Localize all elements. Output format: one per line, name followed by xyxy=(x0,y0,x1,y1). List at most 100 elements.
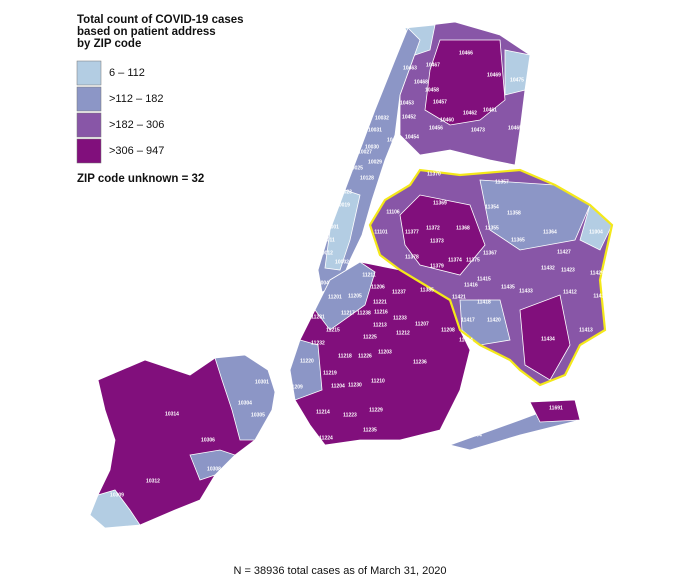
zip-labels: 10466 10467 10463 10469 10468 10458 10475 10453… xyxy=(110,50,607,498)
zip-label: 11238 xyxy=(357,310,371,316)
zip-label: 10452 xyxy=(402,114,416,120)
zip-label: 10308 xyxy=(207,466,221,472)
zip-label: 11223 xyxy=(343,412,357,418)
footnote: N = 38936 total cases as of March 31, 20… xyxy=(233,565,446,577)
zip-label: 10469 xyxy=(487,72,501,78)
zip-label: 11375 xyxy=(466,257,480,263)
zip-label: 11211 xyxy=(362,272,376,278)
zip-label: 10301 xyxy=(255,379,269,385)
bronx-core xyxy=(424,39,506,126)
zip-label: 10029 xyxy=(368,159,382,165)
rockaway-east xyxy=(529,399,581,423)
zip-label: 11379 xyxy=(430,263,444,269)
zip-label: 11418 xyxy=(477,299,491,305)
zip-label: 11417 xyxy=(461,317,475,323)
zip-label: 10019 xyxy=(336,202,350,208)
zip-label: 11221 xyxy=(373,299,387,305)
legend-label: >182 – 306 xyxy=(109,119,164,131)
zip-label: 11429 xyxy=(590,270,604,276)
zip-label: 10304 xyxy=(238,400,252,406)
zip-label: 11231 xyxy=(311,314,325,320)
zip-label: 11369 xyxy=(433,200,447,206)
legend-label: >306 – 947 xyxy=(109,145,164,157)
zip-label: 11214 xyxy=(316,409,330,415)
zip-label: 10305 xyxy=(251,412,265,418)
zip-label: 11357 xyxy=(495,179,509,185)
zip-label: 11413 xyxy=(579,327,593,333)
zip-label: 11372 xyxy=(426,225,440,231)
zip-label: 11216 xyxy=(374,309,388,315)
zip-label: 10457 xyxy=(433,99,447,105)
si-north xyxy=(214,354,276,441)
zip-label: 11432 xyxy=(541,265,555,271)
queens-outline xyxy=(368,168,614,387)
si-south xyxy=(89,489,141,529)
zip-label: 11415 xyxy=(477,276,491,282)
zip-label: 10004 xyxy=(315,280,329,286)
legend-swatch xyxy=(76,138,102,164)
zip-label: 11207 xyxy=(415,321,429,327)
zip-label: 11229 xyxy=(369,407,383,413)
zip-label: 11208 xyxy=(441,327,455,333)
zip-label: 11367 xyxy=(483,250,497,256)
zip-label: 11416 xyxy=(464,282,478,288)
zip-label: 11106 xyxy=(386,209,400,215)
legend-title: Total count of COVID-19 cases xyxy=(77,14,244,26)
zip-label: 11364 xyxy=(543,229,557,235)
boroughs xyxy=(89,21,614,529)
zip-label: 10025 xyxy=(349,165,363,171)
zip-label: 10468 xyxy=(414,79,428,85)
zip-label: 10002 xyxy=(335,259,349,265)
zip-label: 11385 xyxy=(420,287,434,293)
legend-swatch xyxy=(76,112,102,138)
zip-label: 11224 xyxy=(319,435,333,441)
zip-label: 11414 xyxy=(459,337,473,343)
zip-label: 10460 xyxy=(440,117,454,123)
zip-label: 11233 xyxy=(393,315,407,321)
queens-se xyxy=(519,294,571,381)
zip-label: 11220 xyxy=(300,358,314,364)
zip-label: 10031 xyxy=(368,127,382,133)
zip-label: 10467 xyxy=(426,62,440,68)
zip-label: 11206 xyxy=(371,284,385,290)
legend-label: 6 – 112 xyxy=(109,67,145,79)
zip-label: 10012 xyxy=(319,250,333,256)
zip-label: 10001 xyxy=(325,224,339,230)
zip-label: 11209 xyxy=(289,384,303,390)
legend-unknown: ZIP code unknown = 32 xyxy=(77,173,204,185)
zip-label: 11423 xyxy=(561,267,575,273)
zip-label: 11355 xyxy=(485,225,499,231)
legend-swatch xyxy=(76,60,102,86)
zip-label: 10011 xyxy=(321,237,335,243)
zip-label: 10454 xyxy=(405,134,419,140)
zip-label: 10306 xyxy=(201,437,215,443)
zip-label: 11354 xyxy=(485,204,499,210)
zip-label: 11225 xyxy=(363,334,377,340)
queens-core xyxy=(399,194,486,276)
zip-label: 11237 xyxy=(392,289,406,295)
zip-label: 11218 xyxy=(338,353,352,359)
zip-label: 10463 xyxy=(403,65,417,71)
zip-label: 11691 xyxy=(549,405,563,411)
zip-label: 11378 xyxy=(405,254,419,260)
zip-label: 11215 xyxy=(326,327,340,333)
zip-label: 11374 xyxy=(448,257,462,263)
zip-label: 11433 xyxy=(519,288,533,294)
zip-label: 11217 xyxy=(341,310,355,316)
zip-label: 11377 xyxy=(405,229,419,235)
zip-label: 10475 xyxy=(510,77,524,83)
zip-label: 10465 xyxy=(508,125,522,131)
zip-label: 11212 xyxy=(396,330,410,336)
zip-label: 10458 xyxy=(425,87,439,93)
zip-label: 11210 xyxy=(371,378,385,384)
zip-label: 10032 xyxy=(375,115,389,121)
zip-label: 10128 xyxy=(360,175,374,181)
zip-label: 11219 xyxy=(323,370,337,376)
queens-south xyxy=(459,299,511,346)
zip-label: 10461 xyxy=(483,107,497,113)
zip-label: 11420 xyxy=(487,317,501,323)
zip-label: 11232 xyxy=(311,340,325,346)
zip-label: 11435 xyxy=(501,284,515,290)
